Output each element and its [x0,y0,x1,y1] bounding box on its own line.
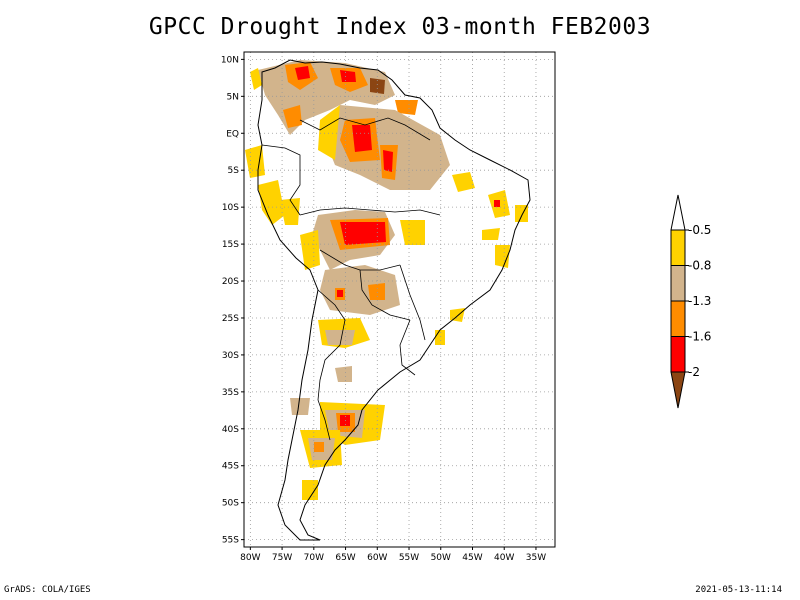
map-frame-border [243,51,556,548]
lat-tick-label: 20S [222,277,239,287]
drought-patch-tan [325,330,355,345]
colorbar-segment [670,229,686,266]
lat-tick-label: 30S [222,351,239,361]
lon-tick-label: 50W [431,553,451,563]
colorbar-label: -0.8 [688,259,711,273]
footer-timestamp: 2021-05-13-11:14 [695,585,782,595]
map-title: GPCC Drought Index 03-month FEB2003 [148,14,652,40]
drought-patch-yellow [435,330,445,345]
drought-patch-yellow [245,145,265,178]
lat-tick-label: 5N [227,92,239,102]
lat-tick-label: 40S [222,425,239,435]
lon-tick-label: 65W [335,553,355,563]
drought-patch-yellow [400,220,425,245]
lat-lon-grid [244,52,555,547]
drought-patch-yellow [250,68,262,90]
drought-patch-red [340,222,386,245]
colorbar-segment [670,265,686,302]
drought-patch-yellow [280,198,300,225]
drought-patch-orange [314,442,324,452]
longitude-labels: 80W 75W 70W 65W 60W 55W 50W 45W 40W 35W [240,547,546,563]
drought-patch-orange [368,283,385,300]
map-plot-area [244,52,555,547]
continent-outline [257,59,531,541]
colorbar-segment [670,194,686,231]
lat-tick-label: 25S [222,314,239,324]
lon-tick-label: 40W [494,553,514,563]
drought-patch-orange [283,105,302,128]
lat-tick-label: 35S [222,388,239,398]
lat-tick-label: 10N [221,55,239,65]
drought-patch-red [383,150,393,172]
lon-tick-label: 75W [272,553,292,563]
colorbar-label: -1.6 [688,330,711,344]
lon-tick-label: 70W [304,553,324,563]
lat-tick-label: 50S [222,499,239,509]
drought-patch-yellow [495,245,510,268]
lon-tick-label: 55W [399,553,419,563]
drought-patch-red [340,415,350,426]
drought-patch-yellow [482,228,500,240]
drought-patch-yellow [452,172,475,192]
drought-patch-red [295,66,310,80]
colorbar-segment [670,300,686,337]
drought-patch-red [340,70,356,82]
colorbar: -0.5 -0.8 -1.3 -1.6 -2 [670,194,711,409]
lon-tick-label: 35W [526,553,546,563]
drought-patch-brown [370,78,385,94]
colorbar-segment [670,371,686,409]
drought-patch-red [337,290,343,297]
drought-patches [245,60,528,500]
drought-patch-red [352,125,372,152]
drought-patch-yellow [318,105,340,160]
colorbar-label: -2 [688,365,700,379]
drought-patch-yellow [300,230,320,270]
drought-patch-tan [290,398,310,415]
lat-tick-label: 45S [222,462,239,472]
drought-patch-orange [395,100,418,115]
lat-tick-label: 5S [228,166,240,176]
country-borders [261,117,441,441]
drought-patch-red [494,200,500,207]
lon-tick-label: 60W [367,553,387,563]
latitude-labels: 10N 5N EQ 5S 10S 15S 20S 25S 30S 35S 40S 45S 50S 55S [221,55,244,546]
colorbar-segment [670,336,686,373]
drought-patch-yellow [258,180,285,225]
drought-patch-tan [335,366,352,382]
lat-tick-label: EQ [226,129,239,139]
lon-tick-label: 80W [240,553,260,563]
footer-credit: GrADS: COLA/IGES [4,585,91,595]
colorbar-label: -0.5 [688,223,711,237]
lon-tick-label: 45W [462,553,482,563]
lat-tick-label: 10S [222,203,239,213]
colorbar-label: -1.3 [688,294,711,308]
drought-patch-tan [320,265,400,315]
lat-tick-label: 15S [222,240,239,250]
lat-tick-label: 55S [222,536,239,546]
